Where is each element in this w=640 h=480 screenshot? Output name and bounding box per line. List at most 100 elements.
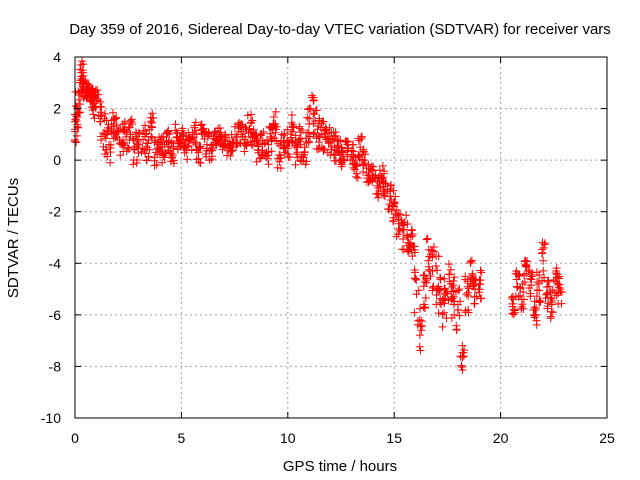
data-point-spread <box>91 103 100 112</box>
data-point-spread <box>129 160 138 169</box>
data-point-spread <box>76 100 85 109</box>
x-tick-label: 15 <box>386 430 402 446</box>
data-point-spread <box>459 352 468 361</box>
data-point-spread <box>120 125 129 134</box>
data-point-spread <box>272 136 281 145</box>
data-point-spread <box>123 143 132 152</box>
data-point-spread <box>450 310 459 319</box>
data-point-spread <box>223 137 232 146</box>
data-point-spread <box>304 128 313 137</box>
data-point-spread <box>138 144 147 153</box>
data-point-spread <box>380 167 389 176</box>
data-point-spread <box>192 145 201 154</box>
data-point-spread <box>444 260 453 269</box>
data-point-spread <box>535 298 544 307</box>
data-point-spread <box>273 163 282 172</box>
data-point-spread <box>115 139 124 148</box>
data-point-spread <box>444 296 453 305</box>
data-point-spread <box>104 120 113 129</box>
data-point-spread <box>73 131 82 140</box>
data-point-spread <box>461 308 470 317</box>
data-point <box>539 256 548 265</box>
data-point-spread <box>299 156 308 165</box>
data-point-spread <box>146 117 155 126</box>
data-point-spread <box>440 299 449 308</box>
data-point-spread <box>180 143 189 152</box>
data-point-spread <box>552 264 561 273</box>
data-point-spread <box>305 104 314 113</box>
data-point-spread <box>188 128 197 137</box>
y-tick-label: -2 <box>49 204 62 220</box>
data-point-spread <box>410 268 419 277</box>
data-point-spread <box>554 283 563 292</box>
data-point-spread <box>243 138 252 147</box>
data-point-spread <box>175 138 184 147</box>
data-point-spread <box>547 307 556 316</box>
data-point-spread <box>392 232 401 241</box>
data-point-spread <box>269 113 278 122</box>
data-point-spread <box>408 229 417 238</box>
data-point-spread <box>183 155 192 164</box>
data-point-spread <box>349 147 358 156</box>
data-point-spread <box>160 153 169 162</box>
data-point-spread <box>107 116 116 125</box>
data-point-spread <box>512 283 521 292</box>
data-point-spread <box>475 276 484 285</box>
data-point-spread <box>215 123 224 132</box>
data-point-spread <box>125 122 134 131</box>
data-point-spread <box>271 107 280 116</box>
data-point <box>151 148 160 157</box>
data-point-spread <box>530 311 539 320</box>
data-point-spread <box>205 146 214 155</box>
data-point-spread <box>82 79 91 88</box>
data-point-spread <box>412 275 421 284</box>
data-point-spread <box>536 297 545 306</box>
data-point-spread <box>295 135 304 144</box>
data-point-spread <box>205 156 214 165</box>
data-point-spread <box>235 122 244 131</box>
data-point-spread <box>144 152 153 161</box>
data-point-spread <box>417 326 426 335</box>
data-point-spread <box>517 302 526 311</box>
data-point-spread <box>434 252 443 261</box>
data-point-spread <box>389 213 398 222</box>
data-point-spread <box>106 158 115 167</box>
data-point-spread <box>524 266 533 275</box>
data-point-spread <box>106 141 115 150</box>
data-point-spread <box>192 138 201 147</box>
data-point-spread <box>132 142 141 151</box>
data-point-spread <box>439 294 448 303</box>
data-point-spread <box>300 143 309 152</box>
data-point-spread <box>101 109 110 118</box>
data-point-spread <box>74 123 83 132</box>
data-point-spread <box>470 293 479 302</box>
data-point-spread <box>303 113 312 122</box>
data-point-spread <box>546 314 555 323</box>
data-point-spread <box>96 108 105 117</box>
data-point-spread <box>296 128 305 137</box>
data-point-spread <box>455 285 464 294</box>
data-point-spread <box>295 122 304 131</box>
data-point-spread <box>458 341 467 350</box>
data-point-spread <box>540 239 549 248</box>
data-point-spread <box>463 288 472 297</box>
data-point-spread <box>103 130 112 139</box>
data-point-spread <box>476 294 485 303</box>
data-point-spread <box>402 211 411 220</box>
data-point-spread <box>354 151 363 160</box>
y-tick-label: -4 <box>49 255 62 271</box>
data-point-spread <box>120 138 129 147</box>
data-point-spread <box>393 211 402 220</box>
data-point-spread <box>324 139 333 148</box>
data-point-spread <box>231 133 240 142</box>
data-point-spread <box>388 201 397 210</box>
data-point-spread <box>101 134 110 143</box>
data-point-spread <box>516 283 525 292</box>
data-point-spread <box>214 124 223 133</box>
data-point-spread <box>321 133 330 142</box>
data-point-spread <box>391 192 400 201</box>
data-point-spread <box>438 322 447 331</box>
data-point-spread <box>428 246 437 255</box>
data-point-spread <box>293 148 302 157</box>
